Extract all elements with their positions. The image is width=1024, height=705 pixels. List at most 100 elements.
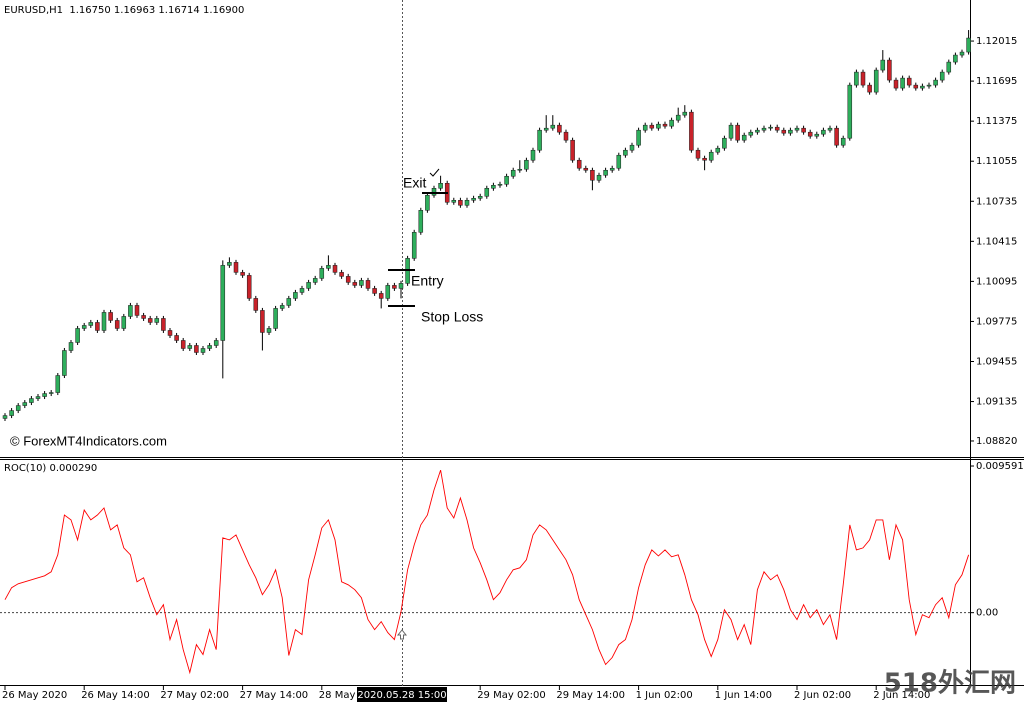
candle-body <box>75 328 80 343</box>
candle-body <box>108 312 113 321</box>
candle-body <box>147 318 153 323</box>
candle-body <box>134 305 140 316</box>
candle-body <box>2 415 8 419</box>
candle-body <box>266 328 272 333</box>
candle-body <box>200 348 206 353</box>
candle-body <box>517 168 523 171</box>
x-tick-label: 26 May 14:00 <box>81 690 150 701</box>
panel-frame <box>0 0 1024 686</box>
candle-body <box>35 396 41 399</box>
candle-body <box>728 124 734 139</box>
candle-body <box>451 200 457 203</box>
candle-body <box>827 127 833 131</box>
candle-body <box>101 312 107 331</box>
check-icon <box>429 168 440 177</box>
candle-body <box>510 169 516 177</box>
candle-body <box>636 129 641 146</box>
candle-body <box>312 278 318 283</box>
candle-body <box>781 129 787 134</box>
y-tick-label: 1.10415 <box>976 236 1017 247</box>
candle-body <box>345 276 351 283</box>
candle-body <box>629 144 635 151</box>
crosshair-label: 2020.05.28 15:00 <box>357 690 446 701</box>
candle-body <box>682 111 688 116</box>
candle-body <box>926 84 932 87</box>
candle-body <box>42 393 47 397</box>
candle-body <box>385 285 391 299</box>
candle-body <box>392 285 397 289</box>
candle-body <box>365 280 371 289</box>
candle-body <box>959 51 965 56</box>
candle-body <box>141 315 146 319</box>
watermark: 518外汇网 <box>884 669 1016 699</box>
y-tick-label: 1.11055 <box>976 156 1017 167</box>
candle-body <box>689 111 694 151</box>
candle-body <box>326 265 331 269</box>
candle-body <box>748 131 754 136</box>
candle-body <box>550 124 556 129</box>
candle-body <box>873 69 879 93</box>
candle-body <box>702 157 707 161</box>
x-tick-label: 1 Jun 14:00 <box>715 690 772 701</box>
candle-body <box>29 398 34 403</box>
candle-body <box>576 159 582 169</box>
candle-body <box>807 131 813 137</box>
candle-body <box>299 288 305 293</box>
candle-body <box>128 305 133 317</box>
candle-body <box>596 174 602 181</box>
candle-body <box>418 210 424 233</box>
candle-body <box>293 292 298 299</box>
candle-body <box>623 149 628 156</box>
candle-body <box>95 322 100 331</box>
candle-body <box>906 77 912 86</box>
candle-body <box>609 167 615 171</box>
candle-body <box>207 345 212 349</box>
candle-body <box>491 185 496 189</box>
candle-body <box>286 298 292 306</box>
candle-body <box>233 262 239 273</box>
candle-body <box>543 127 549 131</box>
candle-body <box>161 318 166 331</box>
x-tick-label: 27 May 14:00 <box>240 690 309 701</box>
candle-body <box>48 392 54 394</box>
candle-body <box>722 137 727 149</box>
candle-body <box>62 350 67 376</box>
candle-body <box>55 375 61 393</box>
candle-body <box>867 84 872 93</box>
candle-body <box>530 149 536 161</box>
indicator-title: ROC(10) 0.000290 <box>4 463 97 474</box>
candle-body <box>431 188 437 196</box>
y-tick-label: 1.10095 <box>976 276 1017 287</box>
x-tick-label: 27 May 02:00 <box>160 690 229 701</box>
y-tick-label: 1.11375 <box>976 116 1017 127</box>
candle-body <box>913 84 919 89</box>
candle-body <box>240 272 245 276</box>
trade-levels <box>388 192 448 307</box>
candle-body <box>834 127 839 146</box>
candle-body <box>253 298 259 311</box>
candle-body <box>279 305 285 309</box>
candle-body <box>847 84 853 139</box>
y-tick-label: 1.10735 <box>976 196 1017 207</box>
candle-body <box>260 310 265 333</box>
candle-body <box>966 37 971 53</box>
candle-body <box>860 71 866 86</box>
candle-body <box>953 54 958 63</box>
candle-body <box>920 85 925 89</box>
candle-body <box>675 114 681 121</box>
y-tick-label: 1.08820 <box>976 436 1017 447</box>
candle-body <box>854 71 859 86</box>
candle-body <box>306 282 311 289</box>
candle-body <box>801 127 806 133</box>
candle-body <box>220 265 226 341</box>
candle-body <box>398 283 404 289</box>
candle-body <box>372 288 377 294</box>
candle-body <box>213 340 219 346</box>
candle-body <box>246 275 252 299</box>
candle-body <box>563 131 569 141</box>
candle-body <box>821 129 826 135</box>
annotation: Entry <box>411 273 444 289</box>
candle-body <box>880 59 886 71</box>
candle-body <box>458 200 463 206</box>
